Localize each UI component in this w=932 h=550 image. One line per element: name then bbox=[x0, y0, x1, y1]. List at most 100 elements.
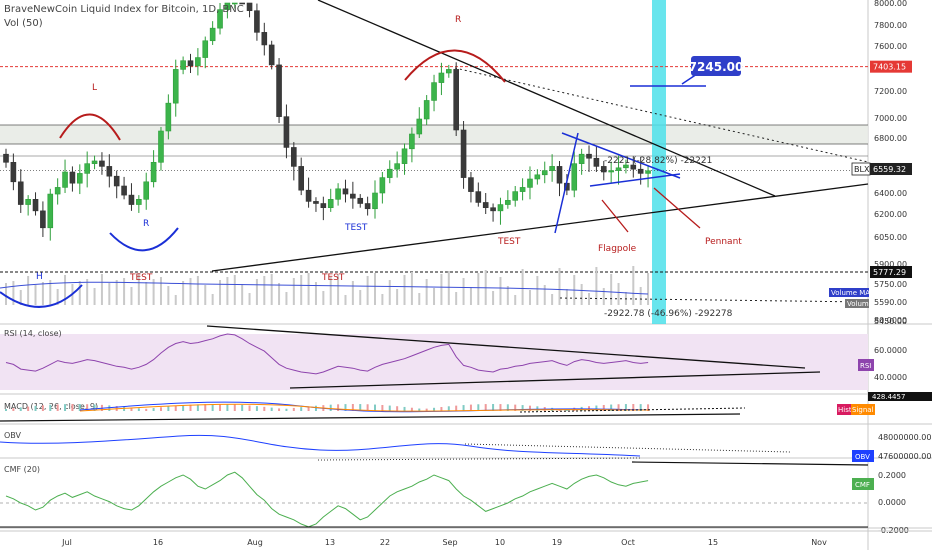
rsi-title: RSI (14, close) bbox=[4, 329, 62, 338]
volume-bar bbox=[499, 277, 502, 305]
volume-bar bbox=[543, 285, 546, 305]
macd-hist-bar bbox=[174, 405, 177, 411]
x-tick-label: 15 bbox=[708, 538, 718, 547]
macd-hist-bar bbox=[86, 404, 89, 411]
candle-body bbox=[364, 203, 371, 210]
x-tick-label: Oct bbox=[621, 538, 635, 547]
volume-bar bbox=[565, 289, 568, 305]
y-tick-label: 5900.00 bbox=[874, 260, 907, 269]
macd-hist-bar bbox=[182, 405, 185, 411]
candle-body bbox=[246, 2, 253, 11]
candle-body bbox=[32, 199, 39, 212]
macd-hist-bar bbox=[152, 408, 155, 411]
volume-bar bbox=[440, 274, 443, 305]
price-tag-bg bbox=[870, 266, 912, 278]
x-tick-label: 13 bbox=[325, 538, 335, 547]
volume-bar bbox=[292, 278, 295, 305]
volume-bar bbox=[639, 287, 642, 305]
x-tick-label: 10 bbox=[495, 538, 505, 547]
volume-bar bbox=[433, 288, 436, 305]
candle-body bbox=[453, 69, 459, 131]
rsi-trendline-bottom bbox=[289, 371, 821, 389]
candle-body bbox=[268, 44, 275, 66]
candle-body bbox=[534, 174, 541, 180]
candle-body bbox=[342, 188, 349, 195]
macd-hist-bar bbox=[484, 404, 487, 411]
candle-body bbox=[490, 207, 496, 212]
pennant-top bbox=[561, 132, 681, 179]
candle-body bbox=[40, 210, 46, 229]
volume-bar bbox=[115, 280, 118, 305]
ascending-trendline bbox=[211, 183, 869, 272]
volume-bar bbox=[359, 290, 362, 305]
volume-bar bbox=[617, 283, 620, 305]
volume-bar bbox=[374, 273, 376, 305]
volume-bar bbox=[34, 285, 37, 305]
candle-body bbox=[497, 204, 504, 212]
macd-hist-bar bbox=[196, 404, 199, 411]
candle-body bbox=[475, 191, 482, 203]
macd-hist-bar bbox=[241, 404, 244, 411]
candle-body bbox=[335, 188, 341, 200]
volume-bar bbox=[19, 290, 22, 305]
candle-body bbox=[99, 160, 105, 167]
candle-body bbox=[84, 163, 90, 174]
volume-bar bbox=[337, 274, 340, 305]
macd-hist-bar bbox=[528, 405, 531, 411]
cmf-tag: CMF bbox=[855, 481, 870, 489]
dotted-resistance bbox=[454, 67, 869, 163]
volume-bar bbox=[528, 290, 531, 305]
macd-signal-line bbox=[79, 403, 651, 412]
volume-bar bbox=[285, 292, 288, 305]
candle-body bbox=[91, 160, 98, 164]
macd-hist-bar bbox=[410, 407, 413, 411]
volume-bar bbox=[211, 294, 214, 305]
candle-body bbox=[468, 177, 474, 192]
macd-hist-bar bbox=[64, 404, 67, 411]
dotted-support bbox=[559, 297, 869, 303]
macd-hist-bar bbox=[366, 404, 369, 411]
candle-body bbox=[291, 147, 297, 167]
candle-body bbox=[327, 199, 334, 209]
volume-bar bbox=[108, 283, 111, 305]
obv-title: OBV bbox=[4, 431, 22, 440]
cmf-tag-bg bbox=[852, 478, 874, 490]
macd-hist-bar bbox=[314, 405, 317, 411]
descending-trendline bbox=[317, 0, 776, 197]
macd-hist-bar bbox=[388, 405, 391, 411]
volume-bar bbox=[49, 280, 52, 305]
obv-trendline-dotted bbox=[464, 443, 791, 453]
volume-bar bbox=[41, 282, 44, 305]
macd-hist-bar bbox=[337, 404, 340, 411]
macd-hist-bar bbox=[595, 405, 598, 411]
x-tick-label: Jul bbox=[61, 538, 72, 547]
volume-bar bbox=[233, 275, 236, 305]
candle-body bbox=[549, 166, 555, 171]
macd-hist-bar bbox=[263, 406, 266, 411]
price-tag-value: 7403.15 bbox=[873, 63, 906, 72]
volume-bar bbox=[322, 291, 325, 305]
candle-body bbox=[106, 166, 113, 177]
macd-hist-bar bbox=[639, 404, 642, 411]
volume-bar bbox=[123, 278, 126, 305]
volume-bar bbox=[93, 288, 96, 305]
macd-hist-bar bbox=[145, 408, 148, 411]
macd-hist-bar bbox=[108, 405, 111, 411]
macd-value-bg bbox=[868, 392, 932, 401]
y-tick-label: 7000.00 bbox=[874, 114, 907, 123]
obv-tick: 47600000.000 bbox=[878, 452, 932, 461]
macd-hist-bar bbox=[403, 406, 406, 411]
candle-body bbox=[254, 10, 260, 33]
candle-body bbox=[3, 153, 9, 163]
volume-bar bbox=[278, 283, 281, 305]
macd-hist-bar bbox=[418, 408, 421, 411]
annotation-7: Flagpole bbox=[598, 244, 637, 254]
volume-bar bbox=[196, 276, 199, 305]
macd-tag-hist-bg bbox=[837, 404, 851, 415]
macd-hist-bar bbox=[521, 405, 524, 411]
macd-hist-bar bbox=[255, 406, 258, 411]
x-tick-label: Sep bbox=[442, 538, 457, 547]
volume-ma-line bbox=[0, 281, 649, 295]
